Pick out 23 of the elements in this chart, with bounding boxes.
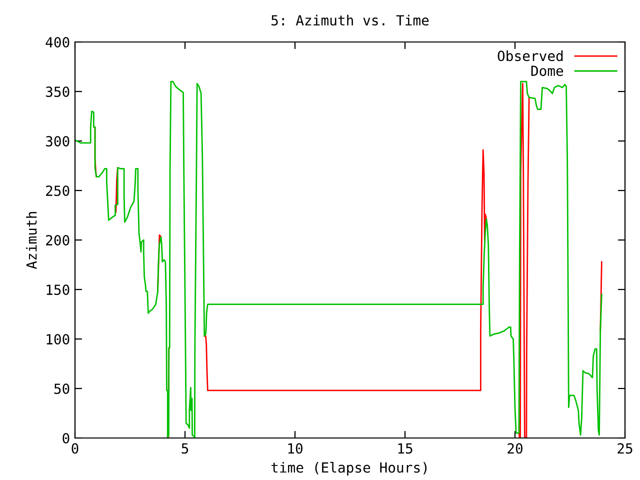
line-series: [204, 149, 488, 392]
y-axis-title: Azimuth: [26, 212, 37, 270]
x-axis-title: time (Elapse Hours): [271, 462, 427, 476]
x-tick-label: 15: [398, 443, 412, 454]
line-series: [75, 80, 602, 438]
x-tick-label: 0: [72, 443, 78, 454]
x-tick-label: 20: [508, 443, 522, 454]
y-tick-label: 400: [46, 37, 70, 48]
line-series: [518, 82, 530, 438]
x-tick-label: 5: [182, 443, 188, 454]
x-tick-label: 10: [288, 443, 302, 454]
y-tick-label: 0: [62, 433, 70, 444]
y-tick-label: 350: [46, 86, 70, 98]
legend-label: Dome: [531, 66, 564, 76]
y-tick-label: 200: [46, 235, 70, 246]
y-tick-label: 300: [46, 136, 70, 147]
y-tick-label: 150: [46, 284, 70, 296]
y-tick-label: 50: [54, 384, 70, 394]
legend-label: Observed: [498, 50, 563, 62]
x-tick-label: 25: [618, 443, 632, 454]
y-tick-label: 250: [46, 186, 70, 196]
y-tick-label: 100: [46, 334, 70, 345]
chart-title: 5: Azimuth vs. Time: [272, 14, 429, 26]
